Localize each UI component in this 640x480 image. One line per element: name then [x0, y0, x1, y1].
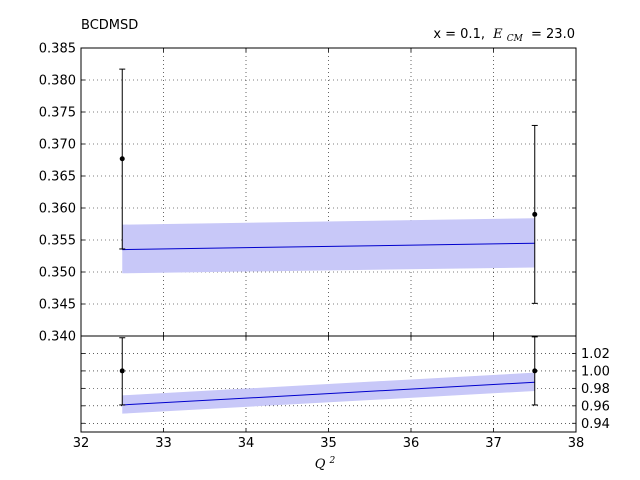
top-data-point	[532, 211, 538, 217]
chart-title-right: x = 0.1, E CM = 23.0	[433, 27, 575, 45]
top-y-tick-label: 0.345	[39, 298, 76, 313]
bottom-y-ticks: 0.94 0.96 0.98 1.00 1.02	[81, 347, 610, 432]
x-tick-label: 33	[155, 436, 172, 451]
x-tick-label: 32	[73, 436, 90, 451]
top-theory-line-group	[122, 242, 535, 251]
bottom-y-tick-label: 0.94	[581, 417, 610, 432]
top-theory-line	[122, 242, 535, 251]
x-tick-label: 35	[320, 436, 337, 451]
x-tick-label: 34	[238, 436, 255, 451]
x-tick-label: 36	[403, 436, 420, 451]
bottom-theory-line-group	[122, 381, 535, 406]
top-y-tick-label: 0.355	[39, 234, 76, 249]
top-y-tick-label: 0.375	[39, 106, 76, 121]
chart-title-left: BCDMSD	[81, 18, 138, 33]
bottom-y-tick-label: 1.00	[581, 364, 610, 379]
panel-frames	[80, 47, 577, 433]
title-right-prefix: x = 0.1,	[433, 27, 485, 42]
top-y-tick-label: 0.340	[39, 330, 76, 345]
top-y-tick-label: 0.385	[39, 42, 76, 57]
bottom-y-tick-label: 0.96	[581, 399, 610, 414]
top-y-tick-label: 0.365	[39, 170, 76, 185]
x-axis-label-sup: 2	[329, 456, 336, 466]
top-y-tick-label: 0.370	[39, 138, 76, 153]
top-y-tick-label: 0.380	[39, 74, 76, 89]
top-theory-band	[122, 218, 535, 274]
x-tick-label: 37	[485, 436, 502, 451]
x-tick-label: 38	[568, 436, 585, 451]
bottom-y-tick-label: 0.98	[581, 382, 610, 397]
x-axis-label: Q 2	[315, 456, 336, 472]
top-panel-grid	[81, 48, 576, 336]
bottom-panel-frame	[80, 335, 577, 433]
top-y-tick-label: 0.360	[39, 202, 76, 217]
top-data-point	[119, 156, 125, 162]
top-data-points-group	[119, 68, 538, 304]
bottom-y-tick-label: 1.02	[581, 347, 610, 362]
x-ticks: 32 33 34 35 36 37 38	[73, 48, 585, 451]
title-right-var: E	[492, 27, 503, 42]
bottom-data-point	[532, 368, 538, 374]
x-axis-label-var: Q	[315, 457, 326, 472]
title-right-suffix: = 23.0	[531, 27, 575, 42]
title-right-sub: CM	[507, 34, 524, 44]
top-y-ticks: 0.340 0.345 0.350 0.355 0.360 0.365 0.370 0.375…	[39, 42, 576, 345]
bottom-data-point	[119, 368, 125, 374]
bottom-data-points-group	[119, 336, 538, 406]
bottom-theory-line	[122, 381, 535, 406]
top-y-tick-label: 0.350	[39, 266, 76, 281]
top-theory-band-group	[122, 218, 535, 274]
